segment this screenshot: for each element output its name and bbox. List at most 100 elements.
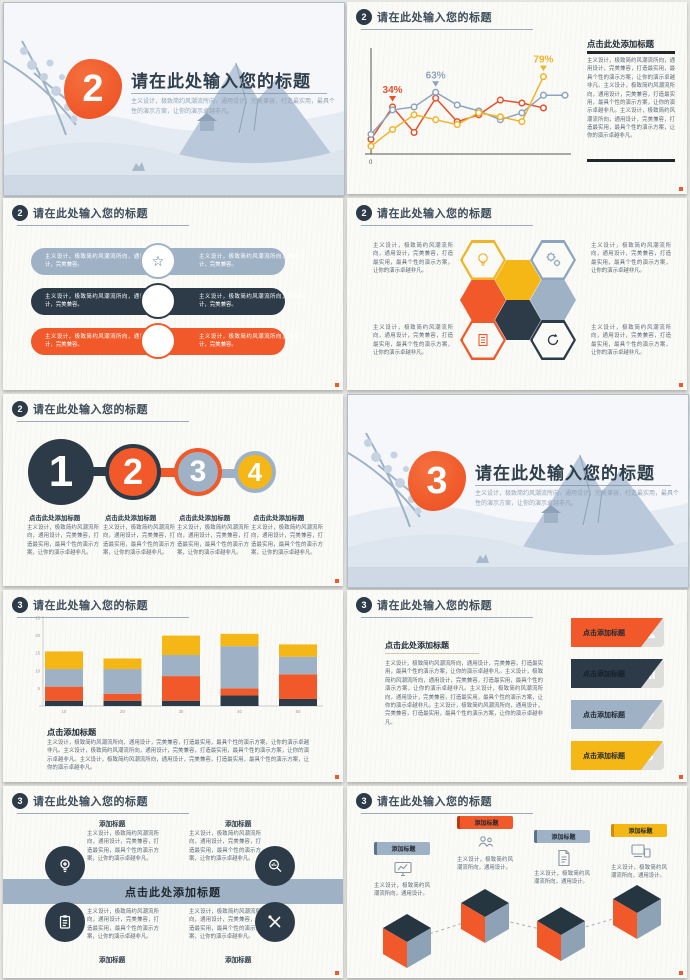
line-chart: 0 34% 63% 79% (365, 48, 571, 166)
svg-text:63%: 63% (426, 70, 446, 81)
bar-text-left: 主义设计，极致简约风潮流所向，通用设计，完美兼容。 (45, 293, 151, 308)
header-underline (17, 421, 189, 422)
slide-header: 3 请在此处输入您的标题 (356, 597, 492, 613)
panel-title: 点击此处添加标题 (587, 39, 654, 49)
slide-header: 2 请在此处输入您的标题 (356, 205, 492, 221)
slide-thumbnail-three-bars[interactable]: 2 请在此处输入您的标题 主义设计，极致简约风潮流所向，通用设计，完美兼容。 主… (3, 198, 343, 390)
ribbon-label: 点击添加标题 (583, 711, 625, 719)
quadrant-heading-tr: 添加标题 (225, 821, 252, 828)
header-underline (17, 225, 189, 226)
quadrant-heading-br: 添加标题 (225, 957, 252, 964)
chart-caption-body: 主义设计，极致简约风潮流所向，通用设计，完美兼容，打造最实用，最具个性的演示方案… (47, 740, 309, 772)
slide-thumbnail-hexagons[interactable]: 2 请在此处输入您的标题 主义设计，极致简约风潮流所向，通用设计，完美兼容，打造… (347, 198, 687, 390)
slide-header: 3 请在此处输入您的标题 (356, 793, 492, 809)
hex-outline-navy (530, 320, 576, 360)
slide-subtitle: 主义设计，极致简约风潮流所向，通用设计，完美兼容，打造最实用，最具个性的演示方案… (475, 491, 680, 507)
svg-text:79%: 79% (533, 55, 553, 66)
devices-icon (631, 844, 651, 858)
slide-thumbnail-line-chart[interactable]: 2 请在此处输入您的标题 0 34% 63% 79% 点击此处添加标题 主义设计，极致… (347, 2, 687, 194)
tools-icon (268, 915, 281, 928)
page-marker (335, 775, 339, 779)
slide-thumbnail-section-3[interactable]: 3 请在此处输入您的标题 主义设计，极致简约风潮流所向，通用设计，完美兼容，打造… (347, 394, 689, 588)
quadrant-body-bl: 主义设计，极致简约风潮流所向，通用设计，完美兼容，打造最实用，最具个性的演示方案… (87, 909, 159, 941)
hex-inner (462, 322, 504, 358)
gears-icon (546, 252, 561, 267)
cube-tab-3: 添加标题 (534, 830, 590, 843)
page-marker (335, 971, 339, 975)
title-divider (131, 93, 327, 94)
bar-text-right: 主义设计，极致简约风潮流所向，通用设计，完美兼容。 (199, 253, 305, 268)
step-body-2: 主义设计，极致简约风潮流所向，通用设计，完美兼容，打造最实用，最具个性的演示方案… (103, 525, 175, 557)
slide-thumbnail-ribbon-list[interactable]: 3 请在此处输入您的标题 点击此处添加标题 主义设计，极致简约风潮流所向，通用设… (347, 590, 687, 782)
panel-body: 主义设计，极致简约风潮流所向，通用设计，完美兼容，打造最实用，最具个性的演示方案… (587, 58, 675, 140)
refresh-icon (547, 333, 559, 346)
cube-tab-2: 添加标题 (457, 816, 513, 829)
slide-header: 3 请在此处输入您的标题 (12, 597, 148, 613)
header-underline (361, 225, 533, 226)
bar-circle-blank (140, 323, 176, 359)
slide-thumbnail-quadrants[interactable]: 3 请在此处输入您的标题 添加标题 主义设计，极致简约风潮流所向，通用设计，完美… (3, 786, 343, 978)
svg-text:10: 10 (62, 709, 67, 714)
hex-inner (532, 322, 574, 358)
step-heading-2: 点击此处添加标题 (105, 515, 157, 522)
slide-title: 请在此处输入您的标题 (33, 796, 148, 808)
slide-header: 2 请在此处输入您的标题 (12, 401, 148, 417)
svg-text:5: 5 (38, 686, 41, 691)
cube-text-4: 主义设计，极致简约风潮流所向，通用设计。 (611, 865, 667, 880)
page-marker (679, 187, 683, 191)
slide-title: 请在此处输入您的标题 (33, 404, 148, 416)
bar-text-right: 主义设计，极致简约风潮流所向，通用设计，完美兼容。 (199, 293, 305, 308)
section-badge: 2 (12, 205, 28, 221)
hex-text-top-left: 主义设计，极致简约风潮流所向，通用设计，完美兼容，打造最实用，最具个性的演示方案… (373, 243, 453, 275)
cube-connector-line (406, 911, 638, 942)
cube-text-2: 主义设计，极致简约风潮流所向，通用设计。 (457, 857, 513, 872)
bar-text-right: 主义设计，极致简约风潮流所向，通用设计，完美兼容。 (199, 333, 305, 348)
quadrant-heading-tl: 添加标题 (99, 821, 126, 828)
title-divider (475, 485, 671, 486)
quadrant-circle-clipboard (45, 902, 85, 942)
monitor-chart-icon (394, 861, 412, 877)
page-marker (335, 579, 339, 583)
tab-label: 添加标题 (474, 821, 499, 827)
tab-label: 添加标题 (391, 847, 416, 853)
section-badge: 3 (12, 793, 28, 809)
slide-title: 请在此处输入您的标题 (377, 12, 492, 24)
cube-text-3: 主义设计，极致简约风潮流所向，通用设计。 (534, 871, 590, 886)
left-heading: 点击此处添加标题 (385, 641, 449, 650)
step-number: 3 (189, 455, 207, 488)
step-body-1: 主义设计，极致简约风潮流所向，通用设计，完美兼容，打造最实用，最具个性的演示方案… (27, 525, 99, 557)
ribbon-label: 点击添加标题 (583, 752, 625, 760)
slide-title: 请在此处输入您的标题 (377, 796, 492, 808)
step-circle-2: 2 (105, 444, 161, 500)
bar-text-left: 主义设计，极致简约风潮流所向，通用设计，完美兼容。 (45, 333, 151, 348)
section-badge: 2 (12, 401, 28, 417)
tab-label: 添加标题 (551, 835, 576, 841)
svg-text:20: 20 (120, 709, 125, 714)
section-number: 3 (426, 459, 448, 502)
slide-thumbnail-numbered-steps[interactable]: 2 请在此处输入您的标题 1 2 3 4 点击此处添加标题 主义设计，极致简约风… (3, 394, 343, 586)
page-marker (679, 971, 683, 975)
step-body-3: 主义设计，极致简约风潮流所向，通用设计，完美兼容，打造最实用，最具个性的演示方案… (177, 525, 249, 557)
slide-thumbnail-stacked-bars[interactable]: 3 请在此处输入您的标题 5 10 15 20 25 10 20 30 40 50 点击添加标题 … (3, 590, 343, 782)
slide-thumbnail-cubes[interactable]: 3 请在此处输入您的标题 添加标题 主义设计，极致简约风潮流所向，通用设计。 添… (347, 786, 687, 978)
section-badge: 3 (356, 793, 372, 809)
connector-1-2 (87, 467, 117, 476)
left-heading-underline (385, 653, 479, 654)
slide-header: 2 请在此处输入您的标题 (12, 205, 148, 221)
hex-inner (462, 242, 504, 278)
step-number: 2 (122, 451, 144, 492)
header-underline (361, 29, 533, 30)
left-body: 主义设计，极致简约风潮流所向，通用设计，完美兼容，打造最实用，最具个性的演示方案… (385, 661, 543, 726)
bar-circle-blank (140, 283, 176, 319)
slide-title: 请在此处输入您的标题 (475, 464, 655, 483)
step-body-4: 主义设计，极致简约风潮流所向，通用设计，完美兼容，打造最实用，最具个性的演示方案… (251, 525, 323, 557)
quadrant-body-tl: 主义设计，极致简约风潮流所向，通用设计，完美兼容，打造最实用，最具个性的演示方案… (87, 831, 159, 863)
cube-1 (383, 914, 431, 968)
connector-2-3 (155, 468, 187, 477)
slide-thumbnail-section-2[interactable]: 2 请在此处输入您的标题 主义设计，极致简约风潮流所向，通用设计，完美兼容，打造… (3, 2, 345, 196)
step-heading-4: 点击此处添加标题 (253, 515, 305, 522)
svg-text:40: 40 (237, 709, 242, 714)
slide-header: 3 请在此处输入您的标题 (12, 793, 148, 809)
bar-circle-star: ☆ (140, 243, 176, 279)
